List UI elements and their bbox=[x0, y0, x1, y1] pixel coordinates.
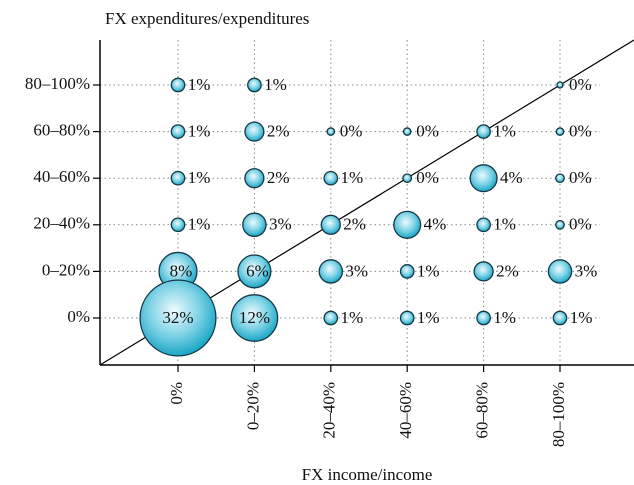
y-tick-label: 60–80% bbox=[33, 121, 90, 140]
bubble bbox=[244, 121, 265, 142]
bubble bbox=[326, 127, 336, 136]
bubble bbox=[323, 310, 339, 326]
bubble bbox=[469, 164, 498, 193]
bubble bbox=[552, 310, 568, 326]
data-label: 1% bbox=[188, 75, 211, 94]
bubble bbox=[247, 77, 262, 93]
x-tick-label: 0–20% bbox=[243, 382, 262, 430]
data-label: 0% bbox=[416, 122, 439, 141]
data-label: 2% bbox=[496, 261, 519, 280]
bubble bbox=[476, 310, 491, 326]
bubble bbox=[170, 217, 186, 233]
data-label: 2% bbox=[267, 168, 290, 187]
grid: 0% 0–20% 20–40% 40–60% 60–80% 80–100% 0% 0–20% 2… bbox=[25, 40, 600, 447]
x-axis-label: FX income/income bbox=[302, 465, 433, 484]
data-label: 1% bbox=[570, 308, 593, 327]
bubble bbox=[139, 279, 217, 357]
data-label: 3% bbox=[269, 215, 292, 234]
x-tick-label: 0% bbox=[167, 382, 186, 405]
data-label: 2% bbox=[267, 122, 290, 141]
data-label: 1% bbox=[188, 168, 211, 187]
data-label: 1% bbox=[493, 215, 516, 234]
bubble bbox=[237, 254, 272, 289]
data-label: 8% bbox=[170, 261, 193, 280]
x-tick-label: 40–60% bbox=[396, 382, 415, 439]
y-tick-label: 80–100% bbox=[25, 74, 90, 93]
data-label: 0% bbox=[569, 122, 592, 141]
data-label: 1% bbox=[264, 75, 287, 94]
data-label: 1% bbox=[188, 122, 211, 141]
bubble bbox=[320, 214, 341, 235]
data-label: 0% bbox=[569, 75, 592, 94]
data-label: 1% bbox=[493, 308, 516, 327]
y-tick-label: 40–60% bbox=[33, 167, 90, 186]
bubble bbox=[393, 210, 422, 239]
data-label: 0% bbox=[569, 168, 592, 187]
data-label: 1% bbox=[417, 261, 440, 280]
bubble bbox=[402, 127, 412, 136]
x-tick-label: 20–40% bbox=[320, 382, 339, 439]
chart-title: FX expenditures/expenditures bbox=[105, 9, 309, 28]
bubble bbox=[476, 124, 491, 139]
bubble bbox=[399, 264, 415, 279]
bubble bbox=[399, 310, 415, 326]
bubble bbox=[555, 173, 565, 184]
y-tick-label: 0% bbox=[67, 307, 90, 326]
bubble bbox=[555, 219, 565, 230]
data-label: 12% bbox=[239, 308, 270, 327]
bubble bbox=[170, 170, 186, 186]
data-label: 1% bbox=[341, 308, 364, 327]
bubble bbox=[318, 259, 344, 284]
bubble bbox=[476, 217, 491, 233]
bubble bbox=[170, 124, 186, 139]
bubble bbox=[170, 77, 186, 93]
bubble bbox=[547, 259, 573, 284]
x-tick-label: 80–100% bbox=[549, 382, 568, 447]
bubble bbox=[230, 294, 279, 342]
x-tick-label: 60–80% bbox=[473, 382, 492, 439]
data-label: 32% bbox=[162, 308, 193, 327]
data-label: 1% bbox=[493, 122, 516, 141]
data-label: 1% bbox=[417, 308, 440, 327]
data-label: 3% bbox=[345, 261, 368, 280]
y-tick-label: 20–40% bbox=[33, 214, 90, 233]
bubble bbox=[555, 127, 565, 136]
bubble bbox=[323, 170, 339, 186]
data-label: 1% bbox=[188, 215, 211, 234]
bubble bbox=[402, 173, 413, 184]
bubble bbox=[244, 168, 265, 189]
bubble bbox=[473, 261, 494, 282]
data-label: 2% bbox=[343, 215, 366, 234]
bubble bbox=[242, 212, 267, 238]
data-label: 6% bbox=[246, 261, 269, 280]
data-label: 0% bbox=[569, 215, 592, 234]
bubbles: 1% 1% 0% 1% 2% 0% 0% 1% 0% 1% 2% 1% 0% 4% 0% 1% 3% 2% 4% 1%… bbox=[139, 75, 598, 357]
data-label: 1% bbox=[341, 168, 364, 187]
data-label: 0% bbox=[340, 122, 363, 141]
bubble bbox=[556, 81, 564, 89]
data-label: 0% bbox=[416, 168, 439, 187]
data-label: 3% bbox=[575, 261, 598, 280]
y-tick-label: 0–20% bbox=[42, 260, 90, 279]
data-label: 4% bbox=[424, 215, 447, 234]
data-label: 4% bbox=[500, 168, 523, 187]
